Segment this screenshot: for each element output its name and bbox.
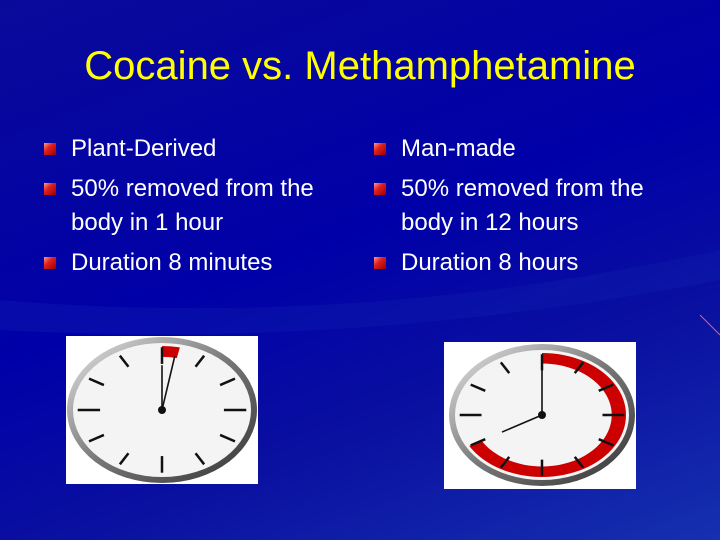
hour-tick bbox=[88, 433, 105, 443]
hour-tick bbox=[219, 433, 236, 443]
hour-tick bbox=[470, 383, 486, 392]
bullet-icon bbox=[374, 183, 386, 195]
hour-tick bbox=[470, 438, 486, 447]
bullet-item: Man-made bbox=[374, 132, 694, 166]
bullet-item: 50% removed from the body in 1 hour bbox=[44, 172, 334, 240]
hour-tick bbox=[219, 377, 236, 387]
clock-center bbox=[158, 406, 166, 414]
hour-tick bbox=[573, 361, 585, 374]
right-column: Man-made 50% removed from the body in 12… bbox=[374, 132, 694, 286]
hour-tick bbox=[118, 452, 130, 466]
hour-tick bbox=[499, 361, 511, 374]
clock-hand bbox=[501, 414, 543, 433]
highlight-arc bbox=[162, 346, 180, 359]
bullet-icon bbox=[44, 183, 56, 195]
methamphetamine-clock-icon bbox=[444, 342, 636, 489]
clock-hand bbox=[161, 356, 176, 411]
bullet-icon bbox=[374, 257, 386, 269]
bullet-item: Duration 8 minutes bbox=[44, 246, 334, 280]
hour-tick bbox=[88, 377, 105, 387]
hour-tick bbox=[598, 438, 614, 447]
hour-tick bbox=[194, 452, 206, 466]
hour-tick bbox=[499, 456, 511, 469]
bullet-item: Plant-Derived bbox=[44, 132, 334, 166]
cocaine-clock-icon bbox=[66, 336, 258, 484]
slide-title: Cocaine vs. Methamphetamine bbox=[84, 44, 636, 88]
bullet-icon bbox=[44, 257, 56, 269]
hour-tick bbox=[118, 354, 130, 368]
bullet-item: 50% removed from the body in 12 hours bbox=[374, 172, 694, 240]
left-column: Plant-Derived 50% removed from the body … bbox=[44, 132, 334, 286]
clock-center bbox=[538, 411, 546, 419]
bullet-icon bbox=[374, 143, 386, 155]
hour-tick bbox=[573, 456, 585, 469]
hour-tick bbox=[194, 354, 206, 368]
bullet-item: Duration 8 hours bbox=[374, 246, 694, 280]
bullet-icon bbox=[44, 143, 56, 155]
hour-tick bbox=[598, 383, 614, 392]
